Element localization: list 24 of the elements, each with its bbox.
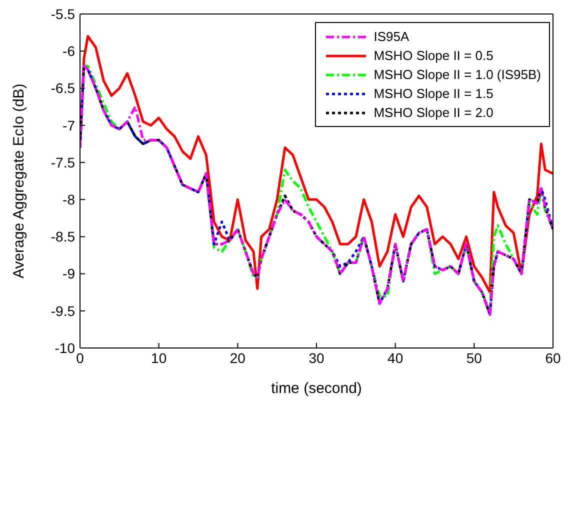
- legend-label: MSHO Slope II = 1.5: [374, 86, 494, 101]
- legend-label: MSHO Slope II = 0.5: [374, 48, 494, 63]
- y-tick-label: -7: [62, 117, 76, 134]
- y-tick-label: -6: [62, 43, 76, 60]
- x-axis-title: time (second): [271, 380, 362, 397]
- y-tick-label: -9.5: [50, 302, 76, 319]
- x-tick-label: 50: [466, 350, 482, 366]
- x-tick-label: 60: [545, 350, 561, 366]
- y-tick-label: -8: [62, 192, 76, 208]
- x-tick-label: 20: [230, 350, 246, 366]
- y-tick-label: -7.5: [50, 154, 76, 170]
- x-tick-label: 0: [76, 350, 84, 366]
- y-tick-label: -6.5: [50, 80, 76, 96]
- y-axis-title: Average Aggregate EcIo (dB): [10, 84, 28, 278]
- x-tick-label: 30: [308, 350, 324, 366]
- legend-label: MSHO Slope II = 2.0: [374, 105, 494, 120]
- x-tick-label: 40: [388, 350, 404, 366]
- y-tick-label: -10: [54, 340, 76, 356]
- y-tick-label: -5.5: [50, 6, 76, 22]
- y-tick-label: -8.5: [50, 228, 76, 245]
- x-tick-label: 10: [151, 350, 167, 366]
- legend-label: IS95A: [374, 29, 410, 44]
- y-tick-label: -9: [62, 266, 76, 282]
- legend-label: MSHO Slope II = 1.0 (IS95B): [374, 67, 541, 82]
